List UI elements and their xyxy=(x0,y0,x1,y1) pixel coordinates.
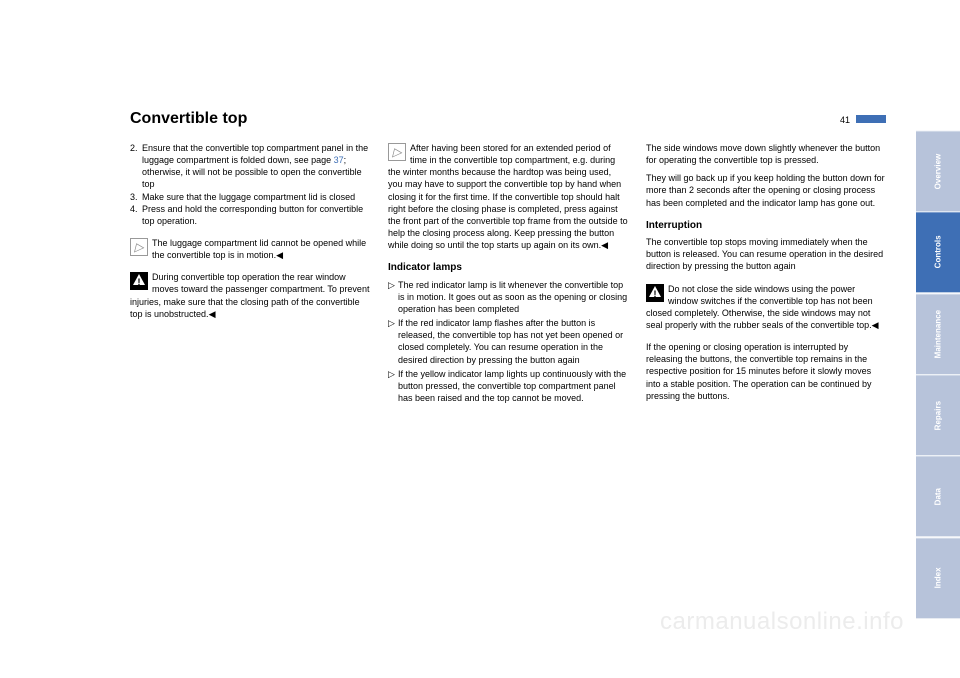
list-text: Make sure that the luggage compartment l… xyxy=(142,191,370,203)
end-mark-icon: ◀ xyxy=(209,309,216,319)
list-item: 4. Press and hold the corresponding butt… xyxy=(130,203,370,227)
list-number: 3. xyxy=(130,191,142,203)
bullet-text: If the red indicator lamp flashes after … xyxy=(398,317,628,366)
note-text: During convertible top operation the rea… xyxy=(130,272,369,318)
section-tabs: Overview Controls Maintenance Repairs Da… xyxy=(916,0,960,678)
info-icon: ▷ xyxy=(388,143,406,161)
warning-note: ! Do not close the side windows using th… xyxy=(646,283,886,332)
end-mark-icon: ◀ xyxy=(872,320,879,330)
tab-overview[interactable]: Overview xyxy=(916,130,960,211)
info-note: ▷ The luggage compartment lid cannot be … xyxy=(130,237,370,261)
paragraph: They will go back up if you keep holding… xyxy=(646,172,886,208)
column-1: 2. Ensure that the convertible top compa… xyxy=(130,142,370,408)
paragraph: The convertible top stops moving immedia… xyxy=(646,236,886,272)
list-text: Ensure that the convertible top compartm… xyxy=(142,142,370,191)
bullet-item: ▷ If the red indicator lamp flashes afte… xyxy=(388,317,628,366)
end-mark-icon: ◀ xyxy=(276,250,283,260)
text-columns: 2. Ensure that the convertible top compa… xyxy=(130,142,886,408)
bullet-icon: ▷ xyxy=(388,368,398,404)
tab-controls[interactable]: Controls xyxy=(916,211,960,292)
tab-index[interactable]: Index xyxy=(916,537,960,618)
note-text: Do not close the side windows using the … xyxy=(646,284,873,330)
bullet-item: ▷ If the yellow indicator lamp lights up… xyxy=(388,368,628,404)
info-note: ▷ After having been stored for an extend… xyxy=(388,142,628,251)
info-icon: ▷ xyxy=(130,238,148,256)
list-text: Press and hold the corresponding button … xyxy=(142,203,370,227)
page-link[interactable]: 37 xyxy=(334,155,344,165)
bullet-item: ▷ The red indicator lamp is lit whenever… xyxy=(388,279,628,315)
note-text: After having been stored for an extended… xyxy=(388,143,628,250)
warning-icon: ! xyxy=(130,272,148,290)
column-3: The side windows move down slightly when… xyxy=(646,142,886,408)
tab-repairs[interactable]: Repairs xyxy=(916,374,960,455)
page-title: Convertible top xyxy=(130,110,840,128)
list-item: 3. Make sure that the luggage compartmen… xyxy=(130,191,370,203)
tab-maintenance[interactable]: Maintenance xyxy=(916,293,960,374)
page-indicator xyxy=(856,115,886,123)
paragraph: The side windows move down slightly when… xyxy=(646,142,886,166)
page-header: Convertible top 41 xyxy=(130,110,886,128)
list-item: 2. Ensure that the convertible top compa… xyxy=(130,142,370,191)
bullet-text: The red indicator lamp is lit whenever t… xyxy=(398,279,628,315)
list-number: 2. xyxy=(130,142,142,191)
list-number: 4. xyxy=(130,203,142,227)
paragraph: If the opening or closing operation is i… xyxy=(646,341,886,402)
bullet-text: If the yellow indicator lamp lights up c… xyxy=(398,368,628,404)
tab-data[interactable]: Data xyxy=(916,455,960,536)
end-mark-icon: ◀ xyxy=(601,240,608,250)
page-content: Convertible top 41 2. Ensure that the co… xyxy=(0,0,916,678)
bullet-icon: ▷ xyxy=(388,279,398,315)
note-text: The luggage compartment lid cannot be op… xyxy=(152,238,366,260)
warning-icon: ! xyxy=(646,284,664,302)
column-2: ▷ After having been stored for an extend… xyxy=(388,142,628,408)
bullet-icon: ▷ xyxy=(388,317,398,366)
warning-note: ! During convertible top operation the r… xyxy=(130,271,370,320)
subheading: Interruption xyxy=(646,219,886,233)
page-number: 41 xyxy=(840,115,850,125)
subheading: Indicator lamps xyxy=(388,261,628,275)
